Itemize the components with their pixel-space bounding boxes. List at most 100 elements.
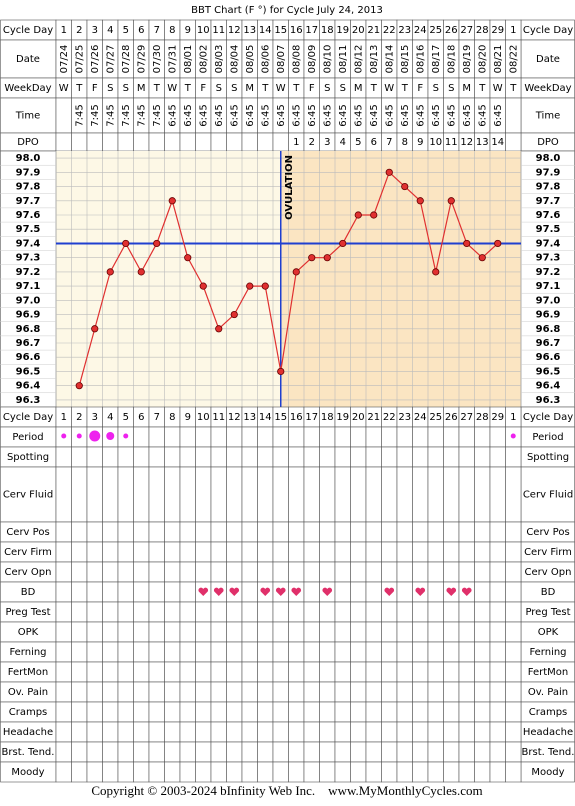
y-tick-label: 97.1	[16, 281, 41, 292]
cell	[334, 641, 351, 663]
cell	[505, 541, 522, 563]
cell	[396, 641, 413, 663]
cell	[210, 132, 227, 152]
cell	[474, 521, 491, 543]
date-text: 07/27	[105, 45, 116, 74]
period-mark	[510, 433, 516, 439]
cell	[443, 761, 460, 783]
date-text: 08/08	[291, 45, 302, 74]
cell	[226, 661, 243, 683]
weekday-text: S	[231, 83, 237, 94]
row-label: Ov. Pain	[8, 687, 48, 698]
bd-heart	[446, 587, 457, 596]
cell	[210, 466, 227, 523]
y-tick-label: 96.6	[16, 352, 41, 363]
cell	[55, 446, 72, 468]
y-tick-label: 96.3	[16, 395, 41, 406]
time-text: 7:45	[105, 104, 116, 126]
date-text: 08/21	[493, 45, 504, 74]
cell	[71, 601, 88, 623]
cell	[195, 446, 212, 468]
cell	[427, 661, 444, 683]
cell	[288, 761, 305, 783]
temperature-point	[478, 254, 486, 262]
cell	[458, 621, 475, 643]
cell	[86, 581, 103, 603]
cell	[210, 661, 227, 683]
cell	[195, 561, 212, 583]
cell	[241, 741, 258, 763]
cell	[303, 741, 320, 763]
cell	[55, 721, 72, 743]
cell	[179, 521, 196, 543]
cell	[288, 541, 305, 563]
cell	[396, 741, 413, 763]
date-text: 07/31	[167, 45, 178, 74]
cycle_day-text: 12	[228, 25, 241, 36]
temperature-point	[494, 239, 502, 248]
cell	[117, 701, 134, 723]
cell	[458, 721, 475, 743]
temperature-point	[277, 367, 285, 376]
cycle-day-text: 10	[197, 412, 210, 423]
cell	[412, 446, 429, 468]
cycle-day-text: 21	[367, 412, 380, 423]
cell	[164, 132, 181, 152]
cell	[257, 621, 274, 643]
cell	[272, 621, 289, 643]
cell	[334, 721, 351, 743]
row-label: WeekDay	[4, 83, 51, 94]
cell	[241, 521, 258, 543]
date-text: 08/09	[307, 45, 318, 74]
row-label: OPK	[538, 627, 559, 638]
cell	[195, 621, 212, 643]
row-label: FertMon	[8, 667, 48, 678]
cell	[334, 541, 351, 563]
cell	[71, 641, 88, 663]
cell	[412, 661, 429, 683]
cell	[365, 621, 382, 643]
y-tick-label: 96.9	[16, 310, 41, 321]
cell	[427, 426, 444, 448]
row-label: Cerv Pos	[526, 527, 569, 538]
cell	[71, 466, 88, 523]
cell	[319, 761, 336, 783]
weekday-text: M	[245, 83, 254, 94]
cell	[334, 581, 351, 603]
y-tick-label: 97.9	[536, 167, 561, 178]
cell	[164, 681, 181, 703]
cell	[505, 681, 522, 703]
cycle_day-text: 2	[76, 25, 82, 36]
cell	[133, 581, 150, 603]
y-tick-label: 97.8	[536, 182, 561, 193]
date-text: 08/12	[353, 45, 364, 74]
cycle_day-text: 10	[197, 25, 210, 36]
cell	[334, 681, 351, 703]
cell	[133, 521, 150, 543]
cell	[474, 641, 491, 663]
temperature-line	[78, 171, 499, 386]
cell	[427, 641, 444, 663]
cycle_day-text: 5	[123, 25, 129, 36]
cell	[520, 97, 575, 134]
y-tick-label: 98.0	[536, 153, 561, 164]
cell	[365, 721, 382, 743]
cell	[443, 521, 460, 543]
cell	[319, 661, 336, 683]
date-text: 08/19	[462, 45, 473, 74]
cell	[427, 721, 444, 743]
cell	[179, 466, 196, 523]
cycle_day-text: 8	[169, 25, 175, 36]
cell	[117, 581, 134, 603]
cell	[117, 132, 134, 152]
period-mark	[89, 430, 101, 442]
cell	[443, 561, 460, 583]
time-text: 6:45	[462, 104, 473, 126]
cell	[257, 601, 274, 623]
row-label: Headache	[3, 727, 53, 738]
date-text: 07/29	[136, 45, 147, 74]
cell	[458, 521, 475, 543]
cell	[505, 97, 522, 134]
cell	[365, 541, 382, 563]
cycle_day-text: 23	[398, 25, 411, 36]
